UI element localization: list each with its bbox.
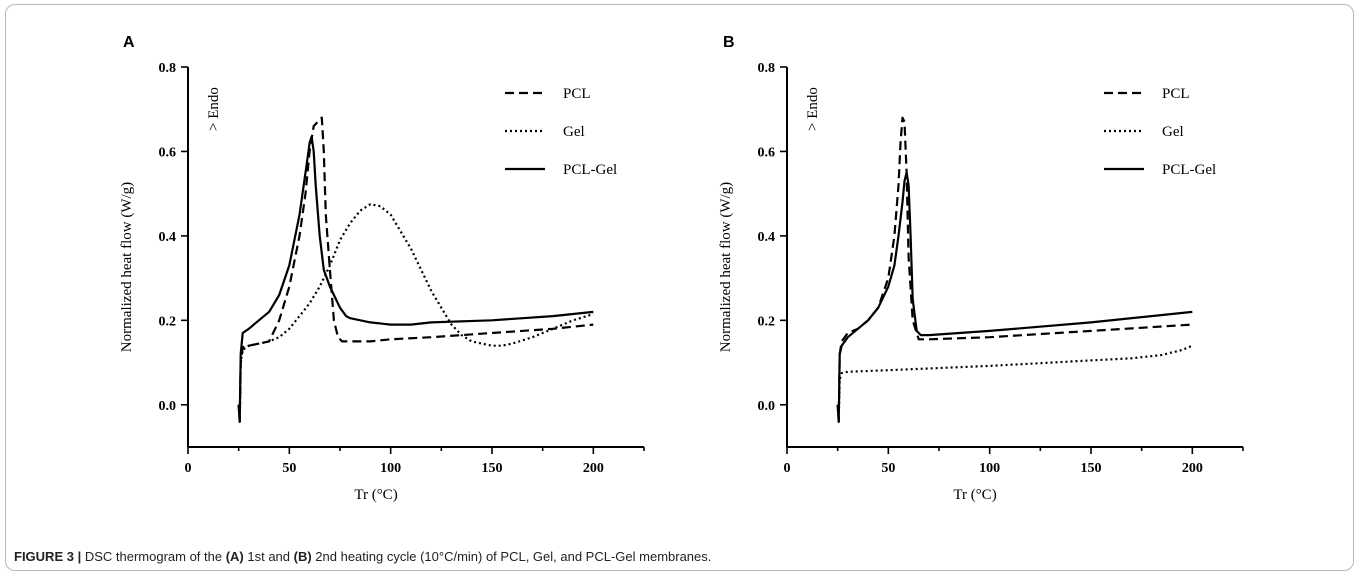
- y-axis-label: Normalized heat flow (W/g): [718, 182, 734, 352]
- x-axis-label: Tr (°C): [953, 487, 996, 503]
- x-tick-label: 150: [482, 461, 503, 476]
- caption-panel-b: (B): [293, 549, 312, 564]
- series-line-pcl: [237, 116, 594, 423]
- x-tick-label: 200: [583, 461, 604, 476]
- figure-frame: [5, 4, 1354, 571]
- panel-letter: A: [123, 34, 135, 51]
- caption-label: FIGURE 3 |: [14, 549, 82, 564]
- caption-text-3: 2nd heating cycle (10°C/min) of PCL, Gel…: [311, 549, 712, 564]
- y-tick-label: 0.2: [758, 314, 776, 329]
- y-tick-label: 0.8: [758, 61, 776, 76]
- x-tick-label: 150: [1081, 461, 1102, 476]
- y-tick-label: 0.8: [159, 61, 177, 76]
- legend-label: PCL-Gel: [563, 162, 617, 178]
- y-tick-label: 0.6: [159, 145, 177, 160]
- x-tick-label: 50: [881, 461, 895, 476]
- legend-label: PCL-Gel: [1162, 162, 1216, 178]
- endo-annotation: > Endo: [206, 87, 222, 131]
- series-line-pcl: [836, 116, 1193, 423]
- endo-annotation: > Endo: [805, 87, 821, 131]
- y-tick-label: 0.4: [758, 230, 776, 245]
- caption-panel-a: (A): [225, 549, 244, 564]
- x-tick-label: 200: [1182, 461, 1203, 476]
- chart-panel-b: B 0.0 0.2 0.4 0.6 0.8 0 50 100 150 200 Tr (°C) Norma…: [718, 34, 1244, 503]
- legend-label: Gel: [563, 124, 585, 140]
- x-tick-label: 0: [784, 461, 791, 476]
- y-tick-label: 0.2: [159, 314, 177, 329]
- caption-text-1: DSC thermogram of the: [81, 549, 226, 564]
- legend-label: PCL: [563, 86, 591, 102]
- y-axis-label: Normalized heat flow (W/g): [119, 182, 135, 352]
- series-line-pcl-gel: [836, 171, 1193, 423]
- figure-caption: FIGURE 3 | DSC thermogram of the (A) 1st…: [14, 549, 1344, 564]
- series-line-gel: [237, 203, 594, 423]
- x-tick-label: 100: [979, 461, 1000, 476]
- panel-letter: B: [723, 34, 735, 51]
- y-tick-label: 0.6: [758, 145, 776, 160]
- x-tick-label: 0: [185, 461, 192, 476]
- legend-label: PCL: [1162, 86, 1190, 102]
- caption-text-2: 1st and: [243, 549, 294, 564]
- x-tick-label: 100: [380, 461, 401, 476]
- series-line-pcl-gel: [237, 135, 594, 423]
- series-line-gel: [836, 344, 1193, 423]
- x-axis-label: Tr (°C): [354, 487, 397, 503]
- legend-label: Gel: [1162, 124, 1184, 140]
- y-tick-label: 0.4: [159, 230, 177, 245]
- chart-panel-a: A 0.0 0.2 0.4 0.6 0.8 0 50 100 150 200 Tr (°C) Norma…: [119, 34, 645, 503]
- y-tick-label: 0.0: [159, 399, 177, 414]
- x-tick-label: 50: [282, 461, 296, 476]
- y-tick-label: 0.0: [758, 399, 776, 414]
